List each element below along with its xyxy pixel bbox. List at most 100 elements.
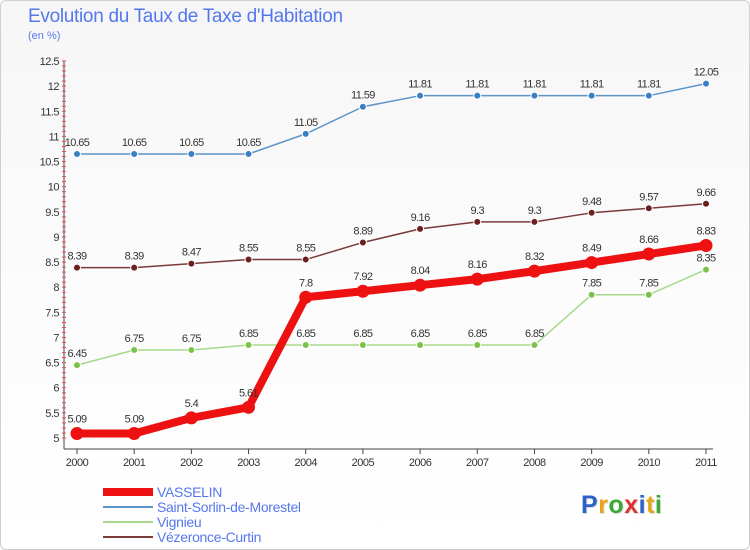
data-label: 8.55 (239, 243, 258, 255)
data-point (644, 91, 653, 100)
data-label: 9.57 (639, 191, 658, 203)
data-label: 8.89 (353, 225, 372, 237)
data-point (184, 411, 198, 425)
data-label: 7.85 (639, 278, 658, 290)
data-label: 10.65 (122, 137, 147, 149)
data-point (470, 272, 484, 286)
legend-swatch (103, 536, 153, 538)
data-label: 9.66 (696, 187, 715, 199)
data-point (73, 149, 81, 158)
logo-letter: t (646, 491, 655, 519)
data-label: 11.05 (294, 117, 318, 129)
data-label: 5.4 (185, 398, 199, 410)
logo-letter: i (654, 491, 663, 519)
y-tick-label: 10 (48, 182, 60, 194)
data-label: 9.16 (411, 212, 430, 224)
data-point (70, 426, 84, 440)
legend-label: VASSELIN (157, 484, 223, 500)
y-tick-label: 5 (53, 433, 59, 445)
series-saint-sorlin-de-morestel: 10.65 10.65 10.65 10.65 11.05 11.59 11.81 11.81… (65, 67, 719, 158)
data-point (130, 346, 139, 355)
data-point (702, 265, 710, 274)
legend-label: Vignieu (157, 514, 202, 530)
data-label: 8.16 (468, 259, 487, 271)
data-point (187, 149, 196, 158)
data-point (644, 204, 653, 213)
series-vezeronce-curtin: 8.39 8.39 8.47 8.55 8.55 8.89 9.16 9.3 9.3 9.48 9.… (67, 187, 717, 272)
data-label: 11.81 (523, 79, 547, 91)
y-tick-label: 5.5 (45, 408, 59, 420)
x-tick-label: 2003 (237, 457, 260, 469)
data-label: 6.85 (239, 328, 258, 340)
y-tick-label: 11 (49, 131, 60, 143)
data-point (473, 341, 482, 350)
series-line (76, 203, 707, 269)
chart-subtitle: (en %) (28, 30, 61, 42)
x-tick-label: 2007 (466, 457, 489, 469)
x-tick-label: 2000 (66, 457, 89, 469)
x-tick-label: 2011 (695, 457, 717, 469)
data-label: 6.75 (125, 333, 144, 345)
data-point (473, 91, 482, 100)
data-point (530, 341, 539, 350)
y-tick-label: 12.5 (40, 56, 60, 68)
data-point (530, 217, 539, 226)
y-tick-label: 8.5 (45, 257, 59, 269)
data-label: 8.49 (582, 243, 601, 255)
data-label: 5.09 (125, 413, 144, 425)
data-label: 11.81 (465, 79, 489, 91)
logo-letter: r (598, 491, 609, 519)
data-point (244, 149, 253, 158)
y-tick-label: 6 (53, 383, 59, 395)
legend-label: Saint-Sorlin-de-Morestel (157, 499, 301, 515)
data-point (301, 255, 310, 264)
data-point (356, 284, 370, 298)
data-label: 6.85 (296, 328, 315, 340)
data-point (244, 255, 253, 264)
logo-letter: i (638, 491, 647, 519)
y-tick-label: 10.5 (40, 157, 60, 169)
data-label: 5.61 (239, 387, 258, 399)
data-label: 10.65 (65, 137, 90, 149)
data-label: 7.8 (299, 277, 313, 289)
data-label: 6.85 (411, 328, 430, 340)
data-label: 11.81 (580, 79, 604, 91)
logo-letter: P (581, 491, 599, 519)
data-label: 7.85 (582, 278, 601, 290)
data-point (242, 400, 256, 414)
y-tick-label: 6.5 (45, 358, 59, 370)
data-point (530, 91, 539, 100)
data-label: 7.92 (353, 271, 372, 283)
data-point (587, 290, 596, 299)
data-label: 8.32 (525, 251, 544, 263)
legend-swatch (103, 506, 153, 508)
data-point (644, 290, 653, 299)
x-tick-label: 2009 (580, 457, 603, 469)
data-label: 8.83 (696, 225, 715, 237)
series-line (73, 241, 710, 438)
y-tick-label: 8 (53, 282, 59, 294)
data-point (416, 91, 425, 100)
series-line (76, 268, 707, 366)
data-label: 11.81 (637, 79, 661, 91)
data-point (127, 426, 141, 440)
x-tick-label: 2006 (409, 457, 432, 469)
data-label: 8.39 (67, 251, 86, 263)
data-point (358, 102, 367, 111)
x-tick-label: 2010 (638, 457, 661, 469)
y-tick-label: 9.5 (45, 207, 59, 219)
y-tick-label: 9 (53, 232, 59, 244)
data-point (702, 199, 710, 208)
data-label: 6.85 (468, 328, 487, 340)
series-vasselin: 5.09 5.09 5.4 5.61 7.8 7.92 8.04 8.16 8.32 8.49 8.… (67, 225, 717, 440)
legend-swatch (103, 488, 153, 496)
data-point (702, 79, 710, 88)
data-point (699, 238, 713, 252)
data-point (130, 263, 139, 272)
logo-letter: o (608, 491, 625, 519)
legend-label: Vézeronce-Curtin (157, 529, 262, 545)
data-point (416, 224, 425, 233)
x-tick-label: 2001 (123, 457, 146, 469)
